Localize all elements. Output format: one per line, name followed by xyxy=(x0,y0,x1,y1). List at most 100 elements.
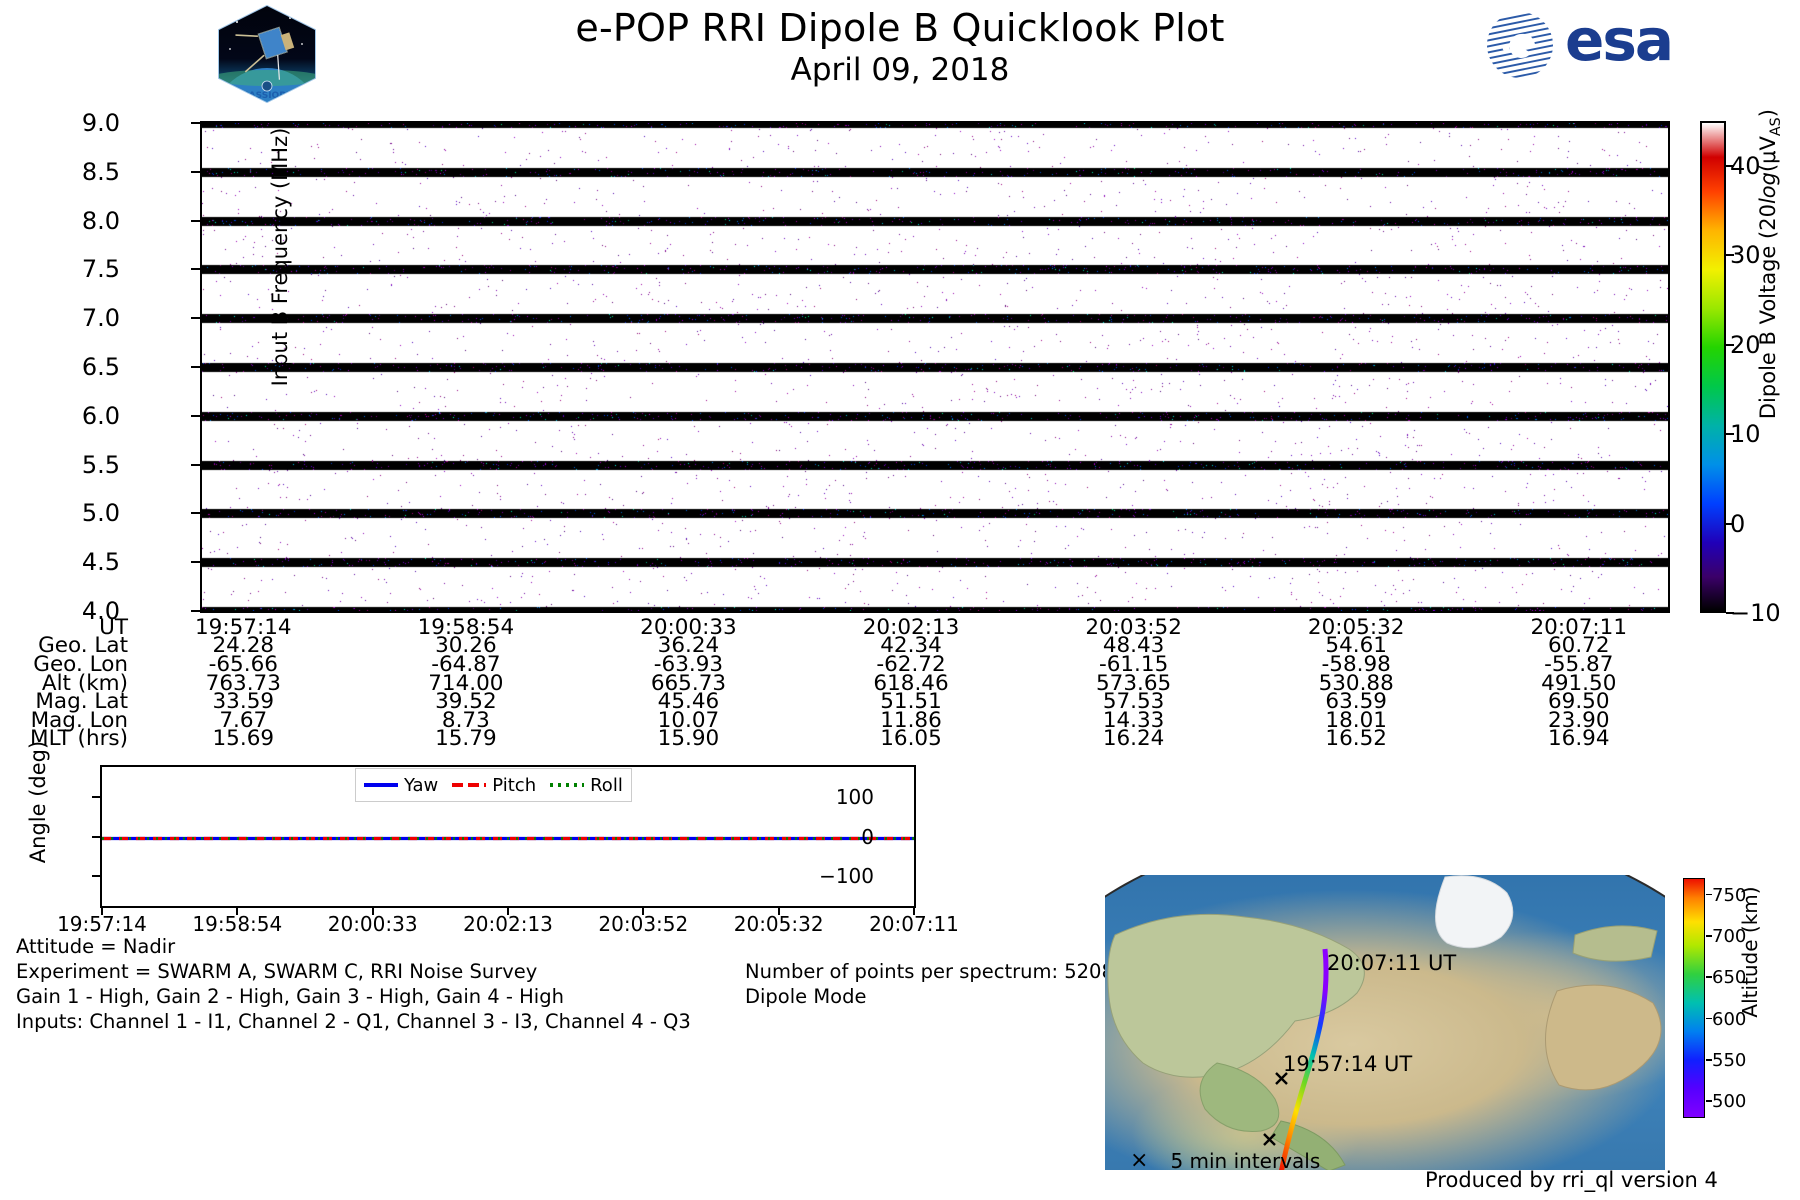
colorbar-label-main: Dipole B Voltage (20 xyxy=(1756,204,1780,419)
spectrogram-y-tick: 7.0 xyxy=(0,304,120,332)
attitude-x-tick: 20:00:33 xyxy=(328,912,418,936)
spectrogram-y-tickmark xyxy=(191,610,200,612)
spectrogram-y-tick: 5.5 xyxy=(0,451,120,479)
attitude-legend-item: Pitch xyxy=(452,775,536,796)
attitude-legend-label: Yaw xyxy=(404,775,438,796)
spectrogram-y-tick: 8.0 xyxy=(0,207,120,235)
spectrogram-y-tickmark xyxy=(191,317,200,319)
attitude-x-tick: 19:58:54 xyxy=(192,912,282,936)
greenland xyxy=(1435,876,1512,948)
attitude-x-tickmark xyxy=(913,908,915,915)
spectrogram-y-tick: 5.0 xyxy=(0,499,120,527)
footer-gains: Gain 1 - High, Gain 2 - High, Gain 3 - H… xyxy=(16,985,564,1008)
map-overlay xyxy=(1105,875,1665,1170)
spectrogram-y-tickmark xyxy=(191,268,200,270)
ground-track-map: 20:07:11 UT 19:57:14 UT xyxy=(1105,875,1665,1170)
altitude-tickmark xyxy=(1706,935,1712,937)
attitude-legend-swatch xyxy=(550,783,584,787)
attitude-legend-swatch xyxy=(364,783,398,787)
spectrogram-y-tick: 9.0 xyxy=(0,109,120,137)
footer-attitude-mode: Attitude = Nadir xyxy=(16,935,175,958)
altitude-tickmark xyxy=(1706,976,1712,978)
altitude-colorbar-label: Altitude (km) xyxy=(1738,822,1762,1082)
attitude-legend-label: Roll xyxy=(590,775,623,796)
interval-legend: × 5 min intervals xyxy=(1130,1148,1320,1173)
altitude-colorbar xyxy=(1683,878,1705,1118)
esa-globe-icon xyxy=(1480,10,1560,80)
attitude-y-tickmark xyxy=(92,836,100,838)
attitude-x-tickmark xyxy=(778,908,780,915)
colorbar-label-log: log xyxy=(1756,172,1780,204)
colorbar-tickmark xyxy=(1726,523,1734,525)
attitude-y-tick: 100 xyxy=(754,785,874,809)
spectrogram-panel xyxy=(200,121,1670,613)
attitude-y-tickmark xyxy=(92,796,100,798)
spectrogram-y-tickmark xyxy=(191,512,200,514)
attitude-x-tick: 20:05:32 xyxy=(734,912,824,936)
ephemeris-cell: 15.79 xyxy=(355,726,578,751)
africa xyxy=(1545,985,1661,1090)
colorbar-tickmark xyxy=(1726,254,1734,256)
altitude-tickmark xyxy=(1706,1100,1712,1102)
ephemeris-cell: 16.05 xyxy=(800,726,1023,751)
esa-wordmark: esa xyxy=(1565,6,1672,74)
footer-inputs: Inputs: Channel 1 - I1, Channel 2 - Q1, … xyxy=(16,1010,691,1033)
map-start-time-label: 19:57:14 UT xyxy=(1283,1052,1412,1076)
colorbar-tickmark xyxy=(1726,612,1734,614)
attitude-legend-label: Pitch xyxy=(492,775,536,796)
attitude-x-tickmark xyxy=(101,908,103,915)
spectrogram-image xyxy=(202,123,1668,611)
colorbar-label-sub: AS xyxy=(1768,117,1784,136)
spectrogram-y-tickmark xyxy=(191,171,200,173)
attitude-x-tickmark xyxy=(236,908,238,915)
page-subtitle: April 09, 2018 xyxy=(430,50,1370,90)
esa-agency-logo: esa xyxy=(1480,10,1720,80)
colorbar-tickmark xyxy=(1726,433,1734,435)
attitude-y-tick: −100 xyxy=(754,864,874,888)
ephemeris-table: UT 19:57:14 19:58:54 20:00:33 20:02:13 20:03:… xyxy=(0,618,1690,748)
ephemeris-cell: 15.69 xyxy=(132,726,355,751)
voltage-colorbar xyxy=(1700,121,1726,613)
spectrogram-y-tick: 6.0 xyxy=(0,402,120,430)
ephemeris-row-label: MLT (hrs) xyxy=(0,726,132,751)
attitude-y-axis-label: Angle (deg) xyxy=(26,692,50,912)
spectrogram-y-tickmark xyxy=(191,561,200,563)
altitude-tickmark xyxy=(1706,1059,1712,1061)
spectrogram-y-tickmark xyxy=(191,122,200,124)
attitude-y-tick: 0 xyxy=(754,825,874,849)
spectrogram-y-tick: 8.5 xyxy=(0,158,120,186)
cassiope-mission-logo: CASSIOPE xyxy=(212,4,322,104)
spectrogram-y-tickmark xyxy=(191,366,200,368)
spectrogram-y-tick: 6.5 xyxy=(0,353,120,381)
colorbar-tickmark xyxy=(1726,165,1734,167)
attitude-legend: Yaw Pitch Roll xyxy=(355,768,632,802)
attitude-x-tickmark xyxy=(372,908,374,915)
colorbar-tickmark xyxy=(1726,344,1734,346)
attitude-x-tick: 19:57:14 xyxy=(57,912,147,936)
europe xyxy=(1573,926,1657,961)
attitude-x-tick: 20:02:13 xyxy=(463,912,553,936)
attitude-legend-swatch xyxy=(452,783,486,787)
spectrogram-y-tick: 7.5 xyxy=(0,255,120,283)
ephemeris-cell: 16.94 xyxy=(1467,726,1690,751)
spectrogram-y-tick: 4.5 xyxy=(0,548,120,576)
footer-points-per-spectrum: Number of points per spectrum: 5208 xyxy=(745,960,1114,983)
altitude-tickmark xyxy=(1706,1018,1712,1020)
altitude-tick: 500 xyxy=(1712,1091,1746,1112)
attitude-x-tick: 20:07:11 xyxy=(869,912,959,936)
colorbar-tick: −10 xyxy=(1730,599,1781,627)
ephemeris-cell: 16.52 xyxy=(1245,726,1468,751)
attitude-x-tickmark xyxy=(507,908,509,915)
attitude-legend-item: Yaw xyxy=(364,775,438,796)
colorbar-label: Dipole B Voltage (20log(μVAS) xyxy=(1756,54,1784,474)
attitude-x-tickmark xyxy=(642,908,644,915)
central-america xyxy=(1200,1063,1279,1132)
colorbar-label-tail: ) xyxy=(1756,109,1780,117)
footer-mode: Dipole Mode xyxy=(745,985,867,1008)
attitude-legend-item: Roll xyxy=(550,775,623,796)
spectrogram-y-tickmark xyxy=(191,464,200,466)
interval-legend-label: 5 min intervals xyxy=(1170,1149,1320,1173)
spectrogram-y-axis-label: Input B Frequency (MHz) xyxy=(268,47,292,467)
spectrogram-y-tickmark xyxy=(191,220,200,222)
attitude-x-tick: 20:03:52 xyxy=(598,912,688,936)
